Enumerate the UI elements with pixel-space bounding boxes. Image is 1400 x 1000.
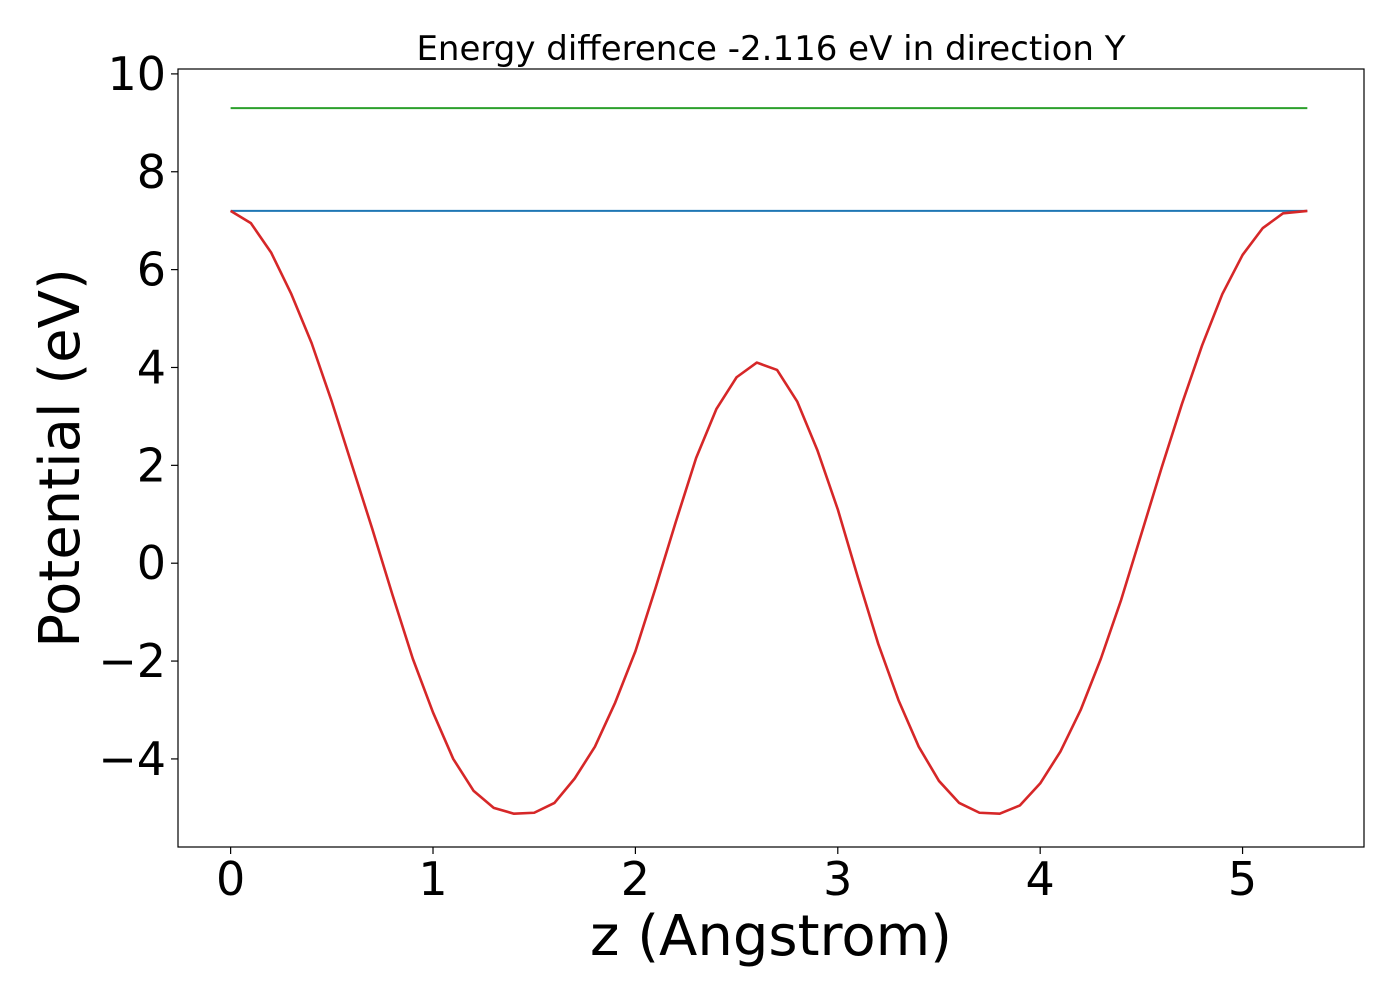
y-tick-label: −2	[98, 634, 166, 688]
chart-title: Energy difference -2.116 eV in direction…	[416, 29, 1125, 69]
x-tick-label: 0	[216, 852, 245, 906]
y-tick-label: 2	[137, 438, 166, 492]
x-tick-label: 3	[823, 852, 852, 906]
y-tick-label: 10	[107, 47, 166, 101]
y-tick-label: 0	[137, 536, 166, 590]
x-tick-label: 2	[621, 852, 650, 906]
x-tick-label: 5	[1228, 852, 1257, 906]
y-axis-label: Potential (eV)	[28, 268, 93, 648]
plot-frame	[177, 68, 1365, 848]
x-tick-label: 1	[418, 852, 447, 906]
y-tick-label: −4	[98, 732, 166, 786]
plot-area	[229, 107, 1308, 816]
y-axis-ticks: −4 −2 0 2 4 6 8 10	[98, 47, 178, 786]
y-tick-label: 8	[137, 145, 166, 199]
y-tick-label: 6	[137, 243, 166, 297]
x-axis-label: z (Angstrom)	[590, 904, 952, 969]
series-line-3	[229, 209, 1308, 816]
x-tick-label: 4	[1026, 852, 1055, 906]
x-axis-ticks: 0 1 2 3 4 5	[216, 847, 1257, 906]
y-tick-label: 4	[137, 340, 166, 394]
